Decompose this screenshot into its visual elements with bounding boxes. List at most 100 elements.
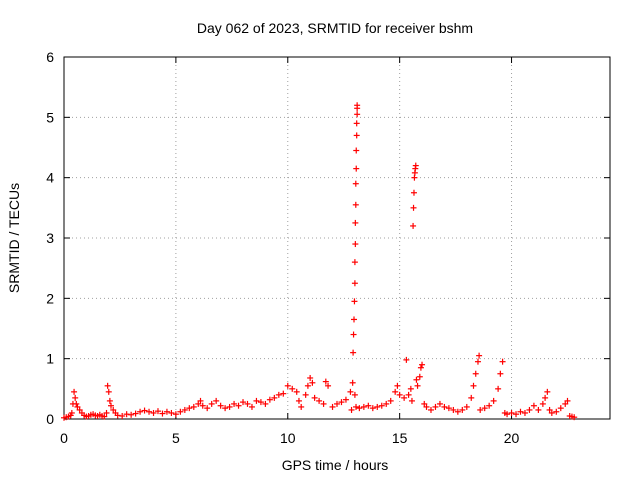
y-axis-title: SRMTID / TECUs: [6, 183, 22, 293]
data-point: [553, 408, 560, 415]
data-point: [348, 406, 355, 413]
data-point: [186, 405, 193, 412]
data-point: [275, 391, 282, 398]
data-point: [248, 403, 255, 410]
data-point: [73, 400, 80, 407]
data-point: [74, 403, 81, 410]
data-point: [412, 162, 419, 169]
data-point: [309, 379, 316, 386]
data-point: [159, 410, 166, 417]
y-tick-label: 3: [46, 230, 54, 246]
data-point: [132, 410, 139, 417]
data-point: [546, 406, 553, 413]
x-axis-title: GPS time / hours: [282, 457, 389, 473]
data-point: [302, 391, 309, 398]
data-point: [495, 385, 502, 392]
data-point: [284, 382, 291, 389]
data-point: [351, 259, 358, 266]
data-point: [352, 219, 359, 226]
data-point: [150, 409, 157, 416]
data-point: [474, 358, 481, 365]
data-point: [410, 204, 417, 211]
data-point: [107, 402, 114, 409]
data-point: [432, 403, 439, 410]
data-point: [459, 406, 466, 413]
data-point: [481, 405, 488, 412]
plot-frame: [63, 56, 611, 420]
data-point: [351, 391, 358, 398]
data-point: [307, 374, 314, 381]
data-point: [441, 403, 448, 410]
data-point: [354, 102, 361, 109]
data-point: [114, 412, 121, 419]
data-point: [539, 400, 546, 407]
data-point: [262, 400, 269, 407]
data-point: [450, 406, 457, 413]
data-point: [490, 397, 497, 404]
data-point: [257, 399, 264, 406]
data-point: [571, 414, 578, 421]
y-tick-label: 2: [46, 290, 54, 306]
data-point: [172, 411, 179, 418]
data-point: [226, 403, 233, 410]
data-point: [311, 394, 318, 401]
data-point: [244, 400, 251, 407]
data-point: [392, 388, 399, 395]
data-point: [325, 382, 332, 389]
data-point: [513, 411, 520, 418]
data-point: [353, 165, 360, 172]
data-point: [445, 405, 452, 412]
data-point: [530, 402, 537, 409]
data-point: [295, 397, 302, 404]
data-point: [141, 407, 148, 414]
x-tick-label: 15: [392, 430, 408, 446]
data-point: [334, 400, 340, 407]
data-point: [454, 408, 461, 415]
data-point: [421, 400, 428, 407]
data-point: [410, 222, 417, 229]
data-point: [322, 378, 329, 385]
data-point: [119, 412, 126, 419]
data-point: [517, 408, 524, 415]
data-point: [472, 370, 479, 377]
data-point: [387, 397, 394, 404]
data-point: [497, 370, 504, 377]
data-point: [320, 400, 327, 407]
data-point: [101, 413, 108, 420]
data-point: [394, 382, 401, 389]
data-point: [105, 388, 112, 395]
data-point: [146, 408, 153, 415]
data-point: [163, 408, 170, 415]
data-point: [253, 397, 260, 404]
data-point: [72, 394, 79, 401]
data-point: [316, 397, 323, 404]
data-point: [401, 394, 408, 401]
data-point: [123, 411, 130, 418]
grid-lines: [64, 57, 610, 419]
data-point: [304, 382, 311, 389]
data-point: [417, 364, 424, 371]
data-point: [557, 405, 564, 412]
data-point: [351, 298, 358, 305]
data-point: [416, 373, 423, 380]
data-point: [68, 409, 75, 416]
data-point: [508, 409, 515, 416]
data-point: [329, 403, 336, 410]
data-point: [353, 132, 360, 139]
data-point: [195, 400, 202, 407]
data-point: [106, 397, 113, 404]
data-point: [526, 406, 533, 413]
data-point: [562, 400, 569, 407]
data-point: [405, 391, 412, 398]
data-point: [413, 376, 420, 383]
data-point: [378, 402, 385, 409]
data-point: [197, 397, 204, 404]
data-point: [383, 400, 390, 407]
data-points: [61, 102, 578, 421]
data-point: [349, 379, 356, 386]
x-tick-label: 0: [60, 430, 68, 446]
data-point: [298, 403, 305, 410]
data-point: [350, 331, 357, 338]
data-point: [350, 349, 357, 356]
